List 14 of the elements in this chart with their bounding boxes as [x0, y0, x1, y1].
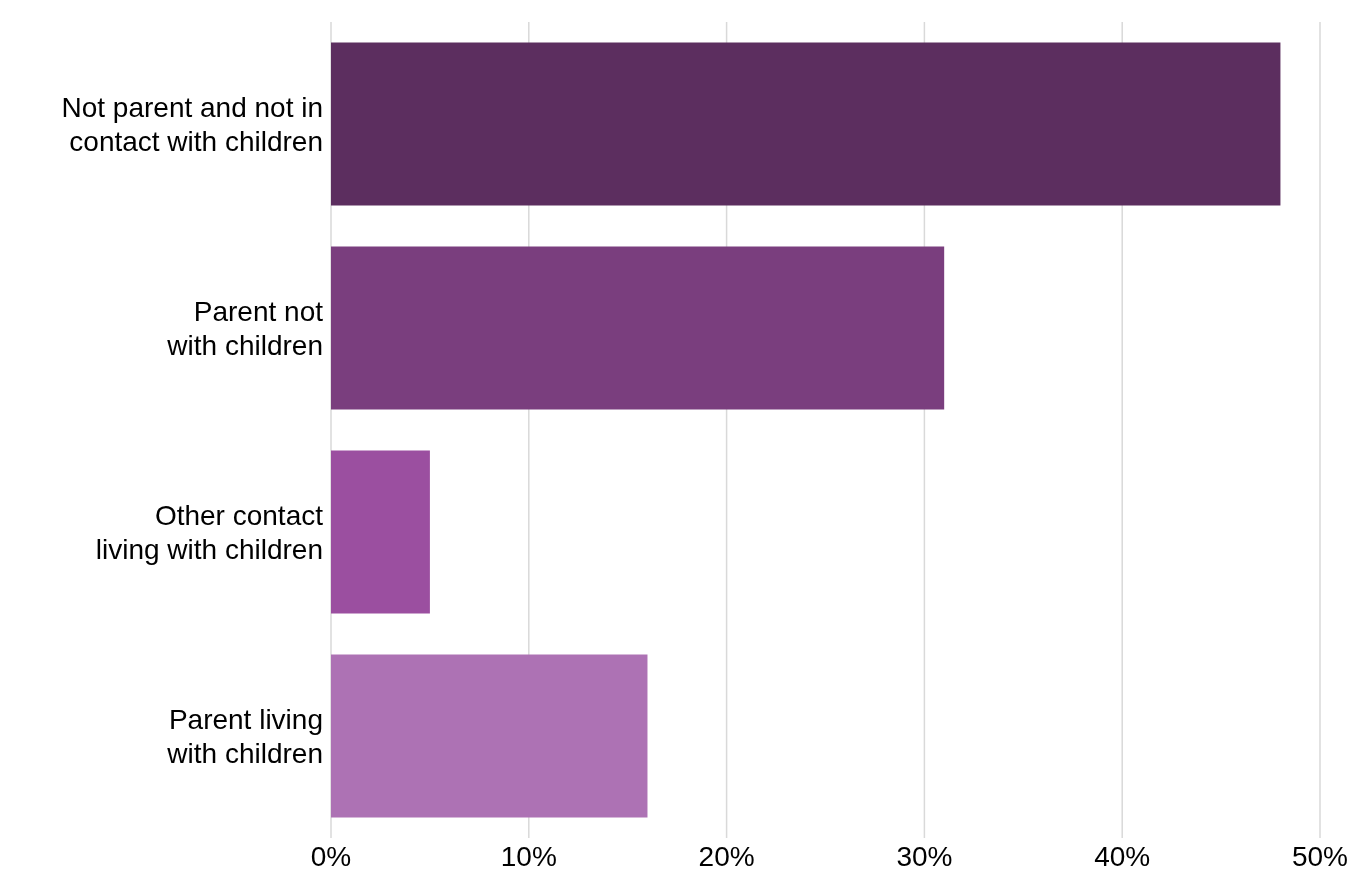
y-tick-label: Other contact living with children: [95, 499, 324, 565]
x-tick-label: 40%: [1094, 840, 1151, 872]
bar: [331, 654, 648, 818]
bar: [331, 246, 945, 410]
x-tick-label: 20%: [698, 840, 755, 872]
bar: [331, 42, 1281, 206]
x-tick-label: 30%: [896, 840, 953, 872]
y-tick-label: Not parent and not in contact with children: [61, 91, 323, 157]
x-tick-label: 0%: [310, 840, 352, 872]
x-tick-label: 10%: [500, 840, 557, 872]
x-tick-label: 50%: [1291, 840, 1349, 872]
y-tick-label: Parent not with children: [166, 295, 324, 361]
y-tick-label: Parent living with children: [166, 703, 323, 769]
bar: [331, 450, 430, 614]
